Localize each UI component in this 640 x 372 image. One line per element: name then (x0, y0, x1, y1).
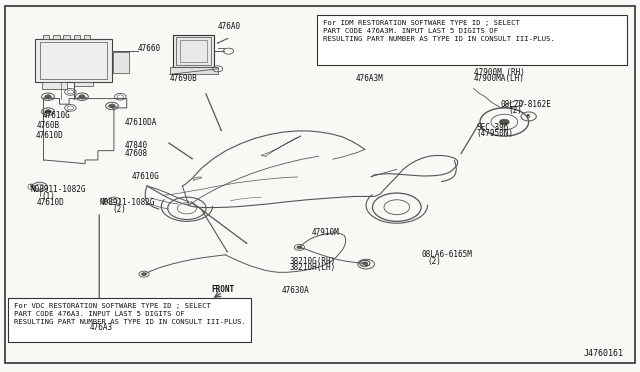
Text: 476A3M: 476A3M (355, 74, 383, 83)
Circle shape (297, 246, 302, 249)
Text: 4760B: 4760B (37, 121, 60, 130)
Bar (84, 35, 90, 39)
Bar (173, 35, 214, 67)
Circle shape (109, 104, 115, 108)
Text: (2): (2) (509, 106, 523, 115)
Text: FRONT: FRONT (211, 285, 234, 294)
Circle shape (45, 95, 51, 99)
Text: N08911-1082G: N08911-1082G (99, 198, 155, 207)
Text: 47660: 47660 (138, 44, 161, 53)
Bar (180, 40, 207, 62)
Bar (113, 52, 129, 73)
Bar (8, 298, 251, 342)
Text: SEC.396: SEC.396 (477, 123, 509, 132)
Text: 47608: 47608 (125, 149, 148, 158)
Circle shape (45, 110, 51, 113)
Text: 08L20-8162E: 08L20-8162E (500, 100, 551, 109)
Text: 47900MA(LH): 47900MA(LH) (474, 74, 524, 83)
Text: N: N (102, 198, 105, 203)
Circle shape (141, 273, 147, 276)
Bar (170, 67, 218, 74)
Bar (176, 37, 211, 65)
Bar (53, 35, 60, 39)
Bar (35, 39, 112, 82)
Bar (63, 35, 70, 39)
Circle shape (499, 119, 509, 125)
Text: (2): (2) (112, 205, 126, 214)
Text: 47840: 47840 (125, 141, 148, 150)
Text: N: N (29, 184, 32, 189)
Text: (47950N): (47950N) (477, 129, 514, 138)
Bar (74, 35, 80, 39)
Text: (2): (2) (428, 257, 442, 266)
Text: 47610D: 47610D (35, 131, 63, 140)
Bar (43, 35, 49, 39)
Text: For IDM RESTORATION SOFTWARE TYPE ID ; SELECT
PART CODE 476A3M. INPUT LAST 5 DIG: For IDM RESTORATION SOFTWARE TYPE ID ; S… (323, 20, 555, 42)
Bar (74, 82, 93, 86)
Text: 476A0: 476A0 (218, 22, 241, 31)
Text: 476A3: 476A3 (90, 323, 113, 332)
Text: 47610G: 47610G (43, 111, 70, 120)
Text: 47610G: 47610G (131, 172, 159, 181)
Text: 47610D: 47610D (37, 198, 65, 207)
Text: 38210G(RH): 38210G(RH) (289, 257, 335, 266)
Text: 08LA6-6165M: 08LA6-6165M (421, 250, 472, 259)
Text: 47910M: 47910M (312, 228, 339, 237)
Text: B: B (365, 262, 367, 267)
Text: (1): (1) (42, 192, 56, 201)
Text: 47900M (RH): 47900M (RH) (474, 68, 524, 77)
Text: 47610DA: 47610DA (125, 118, 157, 126)
Text: 38210H(LH): 38210H(LH) (289, 263, 335, 272)
Circle shape (79, 95, 85, 99)
Text: For VDC RESTORATION SOFTWARE TYPE ID ; SELECT
PART CODE 476A3. INPUT LAST 5 DIGI: For VDC RESTORATION SOFTWARE TYPE ID ; S… (14, 303, 246, 325)
Bar (42, 82, 67, 89)
Text: J4760161: J4760161 (584, 349, 624, 358)
Bar (40, 42, 107, 79)
Text: B: B (527, 114, 530, 119)
Text: 47690B: 47690B (170, 74, 197, 83)
Bar (317, 15, 627, 65)
Text: N08911-1082G: N08911-1082G (30, 185, 86, 194)
Circle shape (362, 262, 367, 265)
Text: 47630A: 47630A (282, 286, 309, 295)
